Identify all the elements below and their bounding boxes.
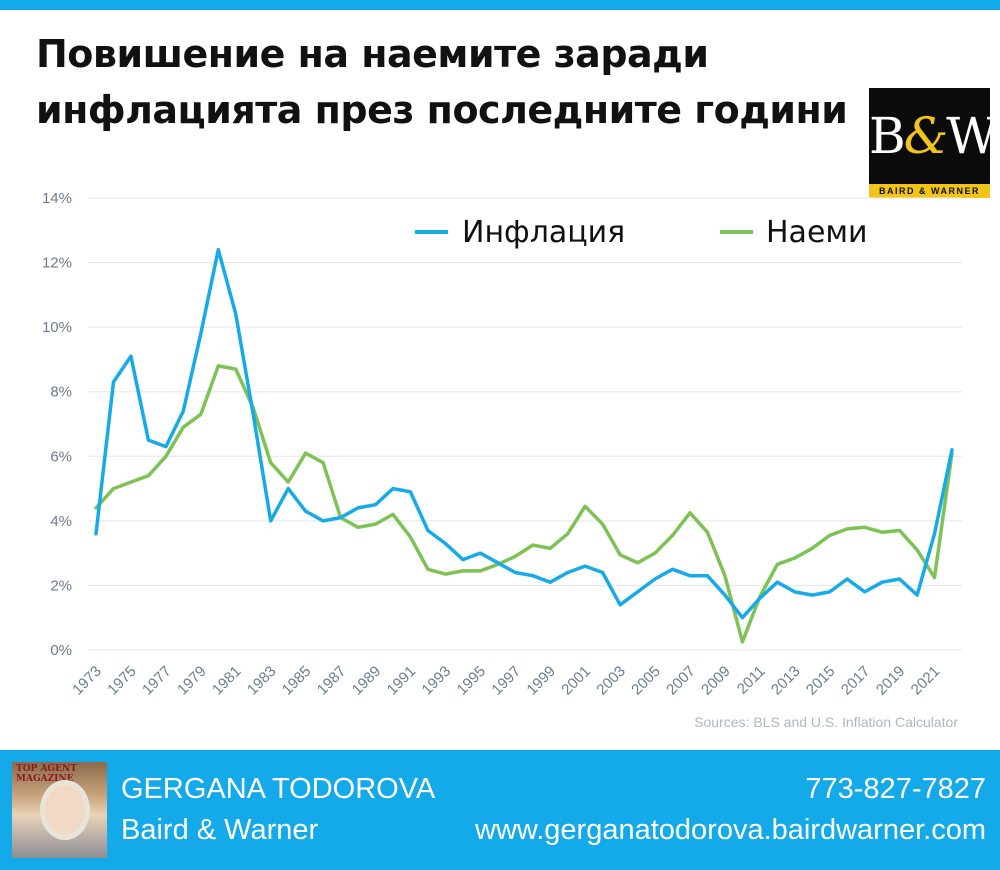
title-line-1: Повишение на наемите заради	[36, 32, 709, 76]
x-tick-label: 1973	[69, 663, 105, 699]
logo-band: BAIRD & WARNER	[869, 184, 990, 198]
agent-company: Baird & Warner	[121, 814, 319, 846]
x-tick-label: 1983	[244, 663, 280, 699]
x-tick-label: 1999	[523, 663, 559, 699]
x-tick-label: 1991	[384, 663, 420, 699]
y-tick-label: 0%	[50, 642, 72, 659]
agent-phone[interactable]: 773-827-7827	[805, 773, 986, 805]
photo-badge: TOP AGENT MAGAZINE	[16, 764, 77, 784]
top-accent-bar	[0, 0, 1000, 10]
y-axis-ticks: 0% 2% 4% 6% 8% 10% 12% 14%	[42, 190, 72, 659]
series-line-rents	[94, 364, 954, 644]
y-tick-label: 10%	[42, 319, 72, 336]
agent-portrait	[40, 780, 90, 840]
x-tick-label: 2007	[663, 663, 699, 699]
x-tick-label: 1997	[488, 663, 524, 699]
x-tick-label: 2011	[734, 663, 769, 698]
x-tick-label: 2015	[803, 663, 839, 699]
y-tick-label: 4%	[50, 513, 72, 530]
agent-photo: TOP AGENT MAGAZINE	[12, 762, 107, 858]
line-chart: 0% 2% 4% 6% 8% 10% 12% 14% 1973 1975 1977 1979 1981…	[42, 190, 962, 730]
x-axis-ticks: 1973 1975 1977 1979 1981 1983 1985 1987 1989 1991…	[69, 663, 943, 699]
chart-series	[94, 247, 954, 644]
x-tick-label: 2003	[593, 663, 629, 699]
x-tick-label: 1975	[104, 663, 140, 699]
agent-website-link[interactable]: www.gerganatodorova.bairdwarner.com	[475, 814, 986, 846]
x-tick-label: 2017	[838, 663, 874, 699]
x-tick-label: 2009	[698, 663, 734, 699]
x-tick-label: 1985	[279, 663, 315, 699]
x-tick-label: 2021	[908, 663, 944, 699]
title-line-2: инфлацията през последните години	[36, 88, 848, 132]
x-tick-label: 1989	[349, 663, 385, 699]
series-line-inflation	[94, 247, 954, 620]
y-tick-label: 12%	[42, 255, 72, 272]
legend-label-inflation: Инфлация	[462, 215, 625, 250]
chart-legend: Инфлация Наеми	[415, 215, 868, 250]
x-tick-label: 2019	[873, 663, 909, 699]
legend-label-rents: Наеми	[766, 215, 868, 250]
baird-warner-logo: B&W BAIRD & WARNER	[869, 88, 998, 198]
x-tick-label: 2001	[558, 663, 594, 699]
x-tick-label: 1993	[419, 663, 455, 699]
y-tick-label: 2%	[50, 577, 72, 594]
x-tick-label: 1981	[209, 663, 245, 699]
x-tick-label: 1979	[174, 663, 210, 699]
y-tick-label: 6%	[50, 448, 72, 465]
agent-footer: TOP AGENT MAGAZINE GERGANA TODOROVA Bair…	[0, 750, 1000, 870]
x-tick-label: 2013	[768, 663, 804, 699]
logo-mark: B&W	[869, 107, 998, 165]
x-tick-label: 1987	[314, 663, 350, 699]
x-tick-label: 1977	[139, 663, 175, 699]
y-tick-label: 14%	[42, 190, 72, 207]
y-tick-label: 8%	[50, 384, 72, 401]
chart-grid	[88, 197, 962, 651]
x-tick-label: 1995	[454, 663, 490, 699]
chart-source-note: Sources: BLS and U.S. Inflation Calculat…	[694, 714, 958, 730]
page-title: Повишение на наемите заради инфлацията п…	[36, 26, 866, 138]
x-tick-label: 2005	[628, 663, 664, 699]
agent-name: GERGANA TODOROVA	[121, 773, 436, 805]
